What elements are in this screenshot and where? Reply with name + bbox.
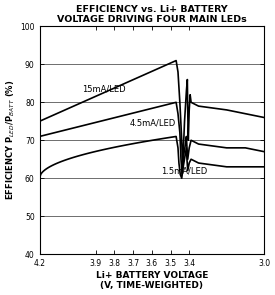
- X-axis label: Li+ BATTERY VOLTAGE
(V, TIME-WEIGHTED): Li+ BATTERY VOLTAGE (V, TIME-WEIGHTED): [96, 271, 208, 290]
- Title: EFFICIENCY vs. Li+ BATTERY
VOLTAGE DRIVING FOUR MAIN LEDs: EFFICIENCY vs. Li+ BATTERY VOLTAGE DRIVI…: [57, 5, 247, 24]
- Text: 1.5mA/LED: 1.5mA/LED: [161, 166, 207, 175]
- Y-axis label: EFFICIENCY P$_{LED}$/P$_{BATT}$ (%): EFFICIENCY P$_{LED}$/P$_{BATT}$ (%): [5, 80, 17, 200]
- Text: 15mA/LED: 15mA/LED: [82, 85, 126, 94]
- Text: 4.5mA/LED: 4.5mA/LED: [129, 119, 175, 128]
